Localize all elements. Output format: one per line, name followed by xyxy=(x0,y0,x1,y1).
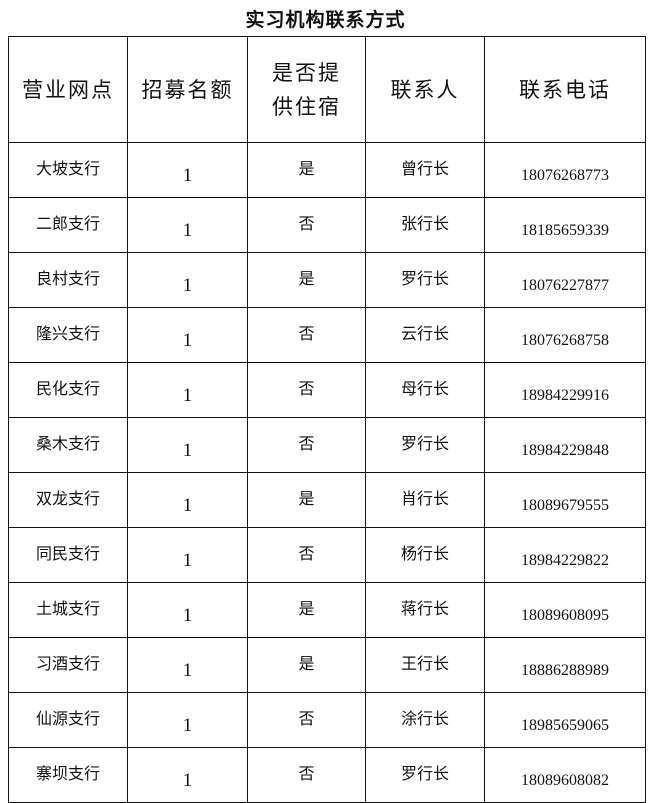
header-lodging: 是否提供住宿 xyxy=(247,36,366,143)
phone-cell: 18985659065 xyxy=(484,692,646,748)
quota-cell: 1 xyxy=(127,582,248,638)
lodging-cell: 否 xyxy=(247,527,366,583)
contact-cell: 云行长 xyxy=(365,307,485,363)
branch-cell: 良村支行 xyxy=(8,252,128,308)
quota-cell: 1 xyxy=(127,307,248,363)
table-row: 桑木支行 1 否罗行长 18984229848 xyxy=(8,417,646,473)
contact-cell: 王行长 xyxy=(365,637,485,693)
phone-cell: 18089608095 xyxy=(484,582,646,638)
internship-contacts-table: 营业网点 招募名额 是否提供住宿 联系人 联系电话 大坡支行 1 是曾行长 18076… xyxy=(8,36,646,803)
branch-cell: 隆兴支行 xyxy=(8,307,128,363)
lodging-cell: 否 xyxy=(247,307,366,363)
phone-cell: 18076268758 xyxy=(484,307,646,363)
table-row: 土城支行 1 是蒋行长 18089608095 xyxy=(8,582,646,638)
phone-cell: 18886288989 xyxy=(484,637,646,693)
contact-cell: 罗行长 xyxy=(365,747,485,803)
branch-cell: 双龙支行 xyxy=(8,472,128,528)
contact-cell: 母行长 xyxy=(365,362,485,418)
table-row: 双龙支行 1 是肖行长 18089679555 xyxy=(8,472,646,528)
table-row: 习酒支行 1 是王行长 18886288989 xyxy=(8,637,646,693)
phone-cell: 18076227877 xyxy=(484,252,646,308)
lodging-cell: 是 xyxy=(247,142,366,198)
header-branch: 营业网点 xyxy=(8,36,128,143)
lodging-cell: 否 xyxy=(247,197,366,253)
lodging-cell: 是 xyxy=(247,252,366,308)
lodging-cell: 是 xyxy=(247,582,366,638)
document-title: 实习机构联系方式 xyxy=(245,9,406,31)
quota-cell: 1 xyxy=(127,362,248,418)
table-row: 仙源支行 1 否涂行长 18985659065 xyxy=(8,692,646,748)
phone-cell: 18089679555 xyxy=(484,472,646,528)
header-row: 营业网点 招募名额 是否提供住宿 联系人 联系电话 xyxy=(8,36,646,143)
branch-cell: 寨坝支行 xyxy=(8,747,128,803)
contact-cell: 肖行长 xyxy=(365,472,485,528)
phone-cell: 18089608082 xyxy=(484,747,646,803)
quota-cell: 1 xyxy=(127,527,248,583)
lodging-cell: 否 xyxy=(247,692,366,748)
branch-cell: 民化支行 xyxy=(8,362,128,418)
phone-cell: 18076268773 xyxy=(484,142,646,198)
branch-cell: 土城支行 xyxy=(8,582,128,638)
branch-cell: 二郎支行 xyxy=(8,197,128,253)
contact-cell: 杨行长 xyxy=(365,527,485,583)
lodging-cell: 是 xyxy=(247,637,366,693)
phone-cell: 18984229822 xyxy=(484,527,646,583)
table-row: 同民支行 1 否杨行长 18984229822 xyxy=(8,527,646,583)
branch-cell: 桑木支行 xyxy=(8,417,128,473)
branch-cell: 仙源支行 xyxy=(8,692,128,748)
contact-cell: 曾行长 xyxy=(365,142,485,198)
quota-cell: 1 xyxy=(127,472,248,528)
branch-cell: 习酒支行 xyxy=(8,637,128,693)
quota-cell: 1 xyxy=(127,252,248,308)
quota-cell: 1 xyxy=(127,747,248,803)
header-contact: 联系人 xyxy=(365,36,485,143)
header-phone: 联系电话 xyxy=(484,36,646,143)
contact-cell: 张行长 xyxy=(365,197,485,253)
phone-cell: 18984229848 xyxy=(484,417,646,473)
phone-cell: 18185659339 xyxy=(484,197,646,253)
lodging-cell: 否 xyxy=(247,417,366,473)
branch-cell: 大坡支行 xyxy=(8,142,128,198)
table-row: 寨坝支行 1 否罗行长 18089608082 xyxy=(8,747,646,803)
quota-cell: 1 xyxy=(127,142,248,198)
table-row: 良村支行 1 是罗行长 18076227877 xyxy=(8,252,646,308)
lodging-cell: 否 xyxy=(247,747,366,803)
table-row: 二郎支行 1 否张行长 18185659339 xyxy=(8,197,646,253)
phone-cell: 18984229916 xyxy=(484,362,646,418)
contact-cell: 蒋行长 xyxy=(365,582,485,638)
table-row: 大坡支行 1 是曾行长 18076268773 xyxy=(8,142,646,198)
quota-cell: 1 xyxy=(127,637,248,693)
lodging-cell: 否 xyxy=(247,362,366,418)
table-row: 民化支行 1 否母行长 18984229916 xyxy=(8,362,646,418)
header-quota: 招募名额 xyxy=(127,36,248,143)
contact-cell: 罗行长 xyxy=(365,417,485,473)
quota-cell: 1 xyxy=(127,692,248,748)
branch-cell: 同民支行 xyxy=(8,527,128,583)
contact-cell: 涂行长 xyxy=(365,692,485,748)
lodging-cell: 是 xyxy=(247,472,366,528)
quota-cell: 1 xyxy=(127,417,248,473)
table-row: 隆兴支行 1 否云行长 18076268758 xyxy=(8,307,646,363)
quota-cell: 1 xyxy=(127,197,248,253)
contact-cell: 罗行长 xyxy=(365,252,485,308)
